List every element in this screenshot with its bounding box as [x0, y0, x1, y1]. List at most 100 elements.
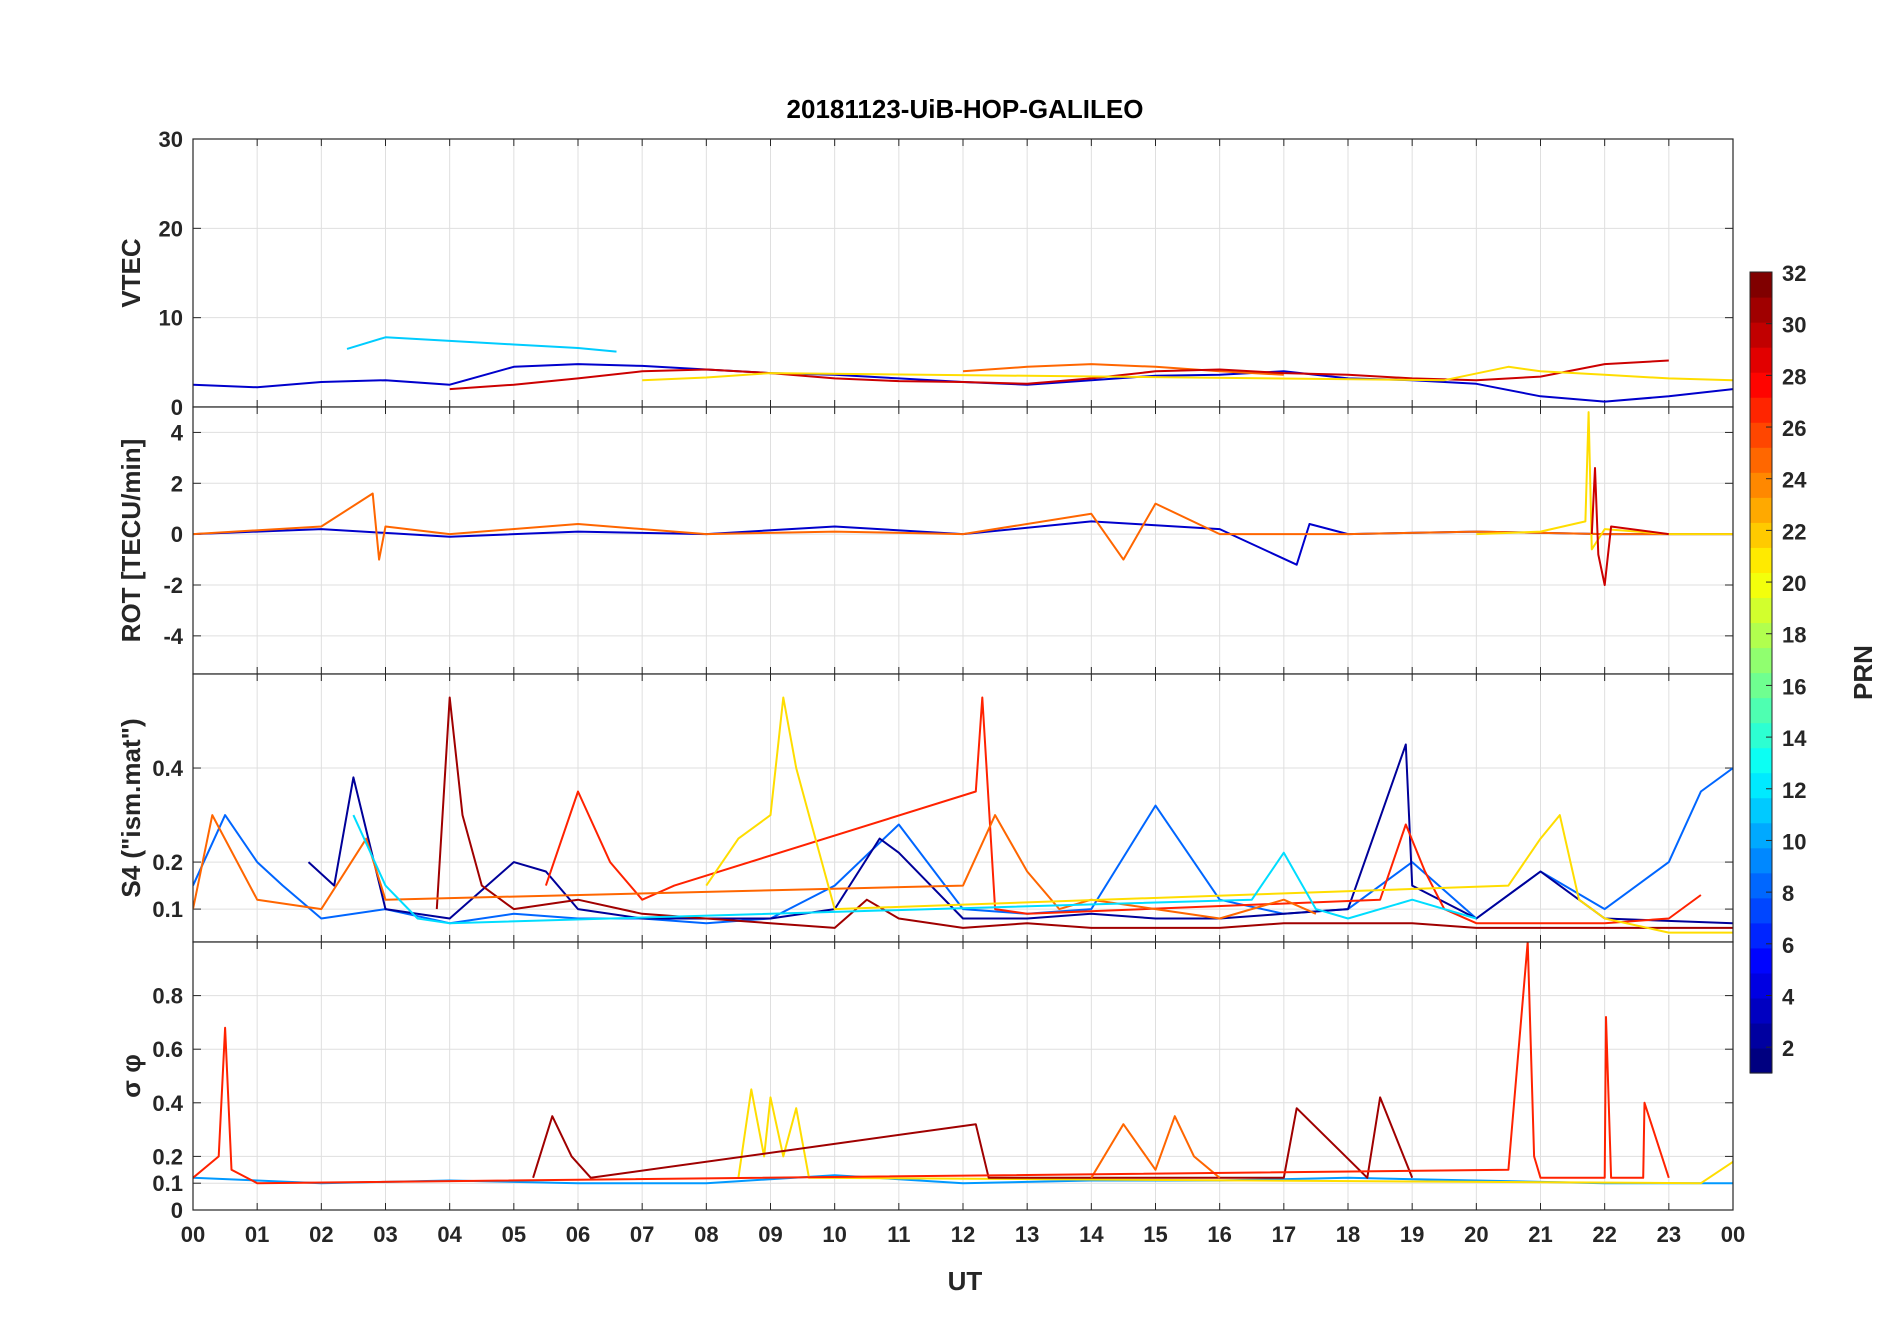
- colorbar-segment: [1750, 847, 1772, 874]
- x-tick-label: 00: [181, 1222, 205, 1247]
- colorbar-segment: [1750, 797, 1772, 824]
- colorbar-segment: [1750, 972, 1772, 999]
- colorbar-tick-label: 24: [1782, 468, 1807, 493]
- colorbar-tick-label: 16: [1782, 674, 1806, 699]
- colorbar-tick-label: 18: [1782, 623, 1806, 648]
- colorbar-segment: [1750, 922, 1772, 949]
- colorbar-segment: [1750, 997, 1772, 1024]
- y-tick-label: 0: [171, 522, 183, 547]
- y-tick-label: -2: [163, 573, 183, 598]
- x-tick-label: 23: [1657, 1222, 1681, 1247]
- colorbar-label: PRN: [1848, 645, 1878, 700]
- colorbar-segment: [1750, 747, 1772, 774]
- x-tick-label: 22: [1592, 1222, 1616, 1247]
- y-tick-label: 0.4: [152, 756, 183, 781]
- panel-frame: [192, 941, 1734, 1211]
- series-group: [193, 696, 1733, 934]
- x-tick-label: 17: [1272, 1222, 1296, 1247]
- colorbar-tick-label: 32: [1782, 261, 1806, 286]
- colorbar-segment: [1750, 472, 1772, 498]
- x-tick-label: 14: [1079, 1222, 1104, 1247]
- series-line-prn-24: [193, 814, 1317, 920]
- series-group: [193, 336, 1733, 403]
- series-line-prn-20: [737, 1088, 1733, 1185]
- series-line-prn-20: [705, 696, 1733, 934]
- colorbar-segment: [1750, 522, 1772, 548]
- colorbar-segment: [1750, 897, 1772, 924]
- panel-sigma_phi: 00.10.2 0.4 0.6 0.8 σ φ: [116, 941, 1734, 1223]
- colorbar-segment: [1750, 872, 1772, 899]
- y-tick-label: 4: [171, 420, 184, 445]
- series-group: [193, 411, 1733, 586]
- colorbar-segment: [1750, 272, 1772, 298]
- y-tick-label: 0.8: [152, 984, 183, 1009]
- x-tick-label: 00: [1721, 1222, 1745, 1247]
- colorbar-segment: [1750, 622, 1772, 649]
- x-tick-label: 07: [630, 1222, 654, 1247]
- series-line-prn-2: [307, 743, 1733, 925]
- y-tick-label: 0: [171, 1198, 183, 1223]
- colorbar-tick-label: 12: [1782, 778, 1806, 803]
- x-tick-label: 01: [245, 1222, 269, 1247]
- x-tick-label: 06: [566, 1222, 590, 1247]
- colorbar-tick-label: 26: [1782, 416, 1806, 441]
- colorbar-tick-label: 22: [1782, 519, 1806, 544]
- x-tick-label: 12: [951, 1222, 975, 1247]
- x-tick-label: 15: [1143, 1222, 1167, 1247]
- x-tick-label: 19: [1400, 1222, 1424, 1247]
- y-tick-label: 0.1: [152, 897, 183, 922]
- y-tick-label: 30: [159, 127, 183, 152]
- series-line-prn-28: [1590, 467, 1669, 586]
- colorbar-tick-label: 28: [1782, 364, 1806, 389]
- x-tick-label: 09: [758, 1222, 782, 1247]
- x-tick-label: 18: [1336, 1222, 1360, 1247]
- colorbar-segment: [1750, 822, 1772, 849]
- x-tick-label: 05: [502, 1222, 526, 1247]
- colorbar-segment: [1750, 322, 1772, 348]
- series-line-prn-27: [193, 942, 1670, 1185]
- panel-vtec: 0 10 20 30 VTEC: [116, 127, 1734, 420]
- colorbar-tick-label: 30: [1782, 313, 1806, 338]
- colorbar-segment: [1750, 372, 1772, 398]
- series-line-prn-24: [962, 363, 1284, 376]
- colorbar-segment: [1750, 347, 1772, 373]
- series-line-prn-24: [193, 492, 1733, 561]
- y-tick-label: 20: [159, 216, 183, 241]
- y-axis-label-sigma_phi: σ φ: [116, 1054, 146, 1098]
- x-axis-label: UT: [948, 1266, 983, 1296]
- colorbar-tick-label: 8: [1782, 881, 1794, 906]
- colorbar-segment: [1750, 647, 1772, 674]
- series-line-prn-24: [1090, 1115, 1221, 1179]
- series-line-prn-20: [642, 365, 1733, 382]
- colorbar-segment: [1750, 1047, 1772, 1074]
- colorbar-segment: [1750, 297, 1772, 323]
- x-tick-label: 04: [437, 1222, 462, 1247]
- y-tick-label: 2: [171, 471, 183, 496]
- x-tick-label: 21: [1528, 1222, 1552, 1247]
- x-tick-label: 16: [1207, 1222, 1231, 1247]
- colorbar-segment: [1750, 772, 1772, 799]
- colorbar-segment: [1750, 422, 1772, 448]
- series-line-prn-30: [532, 1096, 1414, 1179]
- series-line-prn-12: [352, 814, 1477, 925]
- x-tick-label: 03: [373, 1222, 397, 1247]
- colorbar-tick-label: 4: [1782, 984, 1795, 1009]
- colorbar-segment: [1750, 547, 1772, 573]
- x-tick-label: 10: [822, 1222, 846, 1247]
- y-tick-label: 0: [171, 395, 183, 420]
- y-tick-label: 0.2: [152, 1144, 183, 1169]
- colorbar-tick-label: 10: [1782, 829, 1806, 854]
- y-axis-label-vtec: VTEC: [116, 238, 146, 308]
- colorbar-segment: [1750, 397, 1772, 423]
- x-tick-label: 08: [694, 1222, 718, 1247]
- colorbar-segment: [1750, 947, 1772, 974]
- panel-rot: -4 -2 0 2 4 ROT [TECU/min]: [116, 406, 1734, 675]
- series-line-prn-28: [449, 359, 1669, 391]
- colorbar-segment: [1750, 447, 1772, 473]
- colorbar-tick-label: 6: [1782, 933, 1794, 958]
- colorbar-tick-label: 14: [1782, 726, 1807, 751]
- y-tick-label: 0.4: [152, 1091, 183, 1116]
